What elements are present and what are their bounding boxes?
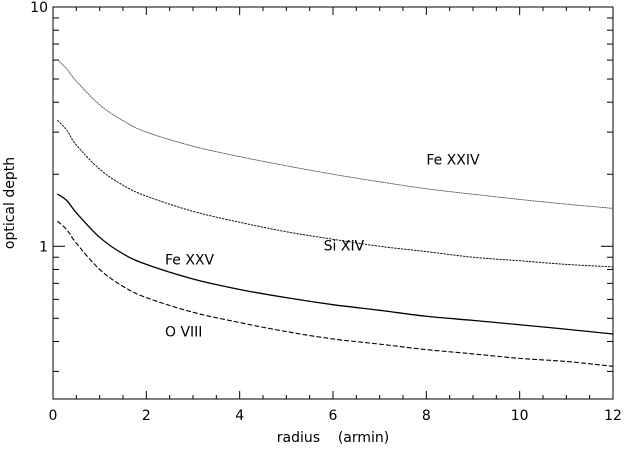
annotation-fe-xxv: Fe XXV xyxy=(165,252,215,268)
annotation-si-xiv: Si XIV xyxy=(324,239,365,255)
x-tick-label: 6 xyxy=(329,408,338,424)
series-line-fe-xxv xyxy=(57,193,614,335)
annotation-layer: Fe XXIV Si XIV Fe XXV O VIII xyxy=(165,152,480,340)
plot-frame xyxy=(52,6,614,400)
x-tick-label: 12 xyxy=(604,408,622,424)
y-axis-label: optical depth xyxy=(2,157,18,249)
series-layer xyxy=(57,59,614,367)
x-axis: 0 2 4 6 8 10 12 xyxy=(49,7,622,424)
x-axis-label: radius (armin) xyxy=(277,430,390,446)
x-tick-label: 4 xyxy=(235,408,244,424)
annotation-o-viii: O VIII xyxy=(165,324,202,340)
y-tick-label: 1 xyxy=(39,239,48,255)
series-line-si-xiv xyxy=(57,120,614,268)
x-tick-label: 0 xyxy=(49,408,58,424)
x-tick-label: 8 xyxy=(422,408,431,424)
series-line-fe-xxiv xyxy=(57,59,614,209)
series-line-o-viii xyxy=(57,220,614,367)
x-tick-label: 2 xyxy=(142,408,151,424)
annotation-fe-xxiv: Fe XXIV xyxy=(426,152,480,168)
y-tick-label: 10 xyxy=(30,0,48,16)
y-axis: 1 10 xyxy=(30,0,613,372)
x-tick-label: 10 xyxy=(511,408,529,424)
